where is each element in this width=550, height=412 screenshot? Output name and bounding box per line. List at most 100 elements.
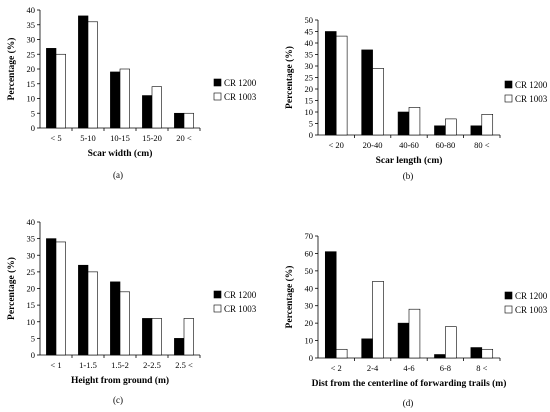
y-tick-label: 70: [305, 231, 314, 241]
panel-label: (c): [113, 395, 123, 405]
x-tick-label: 2-2.5: [143, 360, 161, 370]
y-axis-title: Percentage (%): [284, 266, 295, 329]
x-axis-title: Scar width (cm): [88, 148, 153, 159]
bar-series1: [361, 49, 373, 136]
y-axis-title: Percentage (%): [6, 257, 17, 320]
bar-series1: [142, 95, 153, 129]
x-tick-label: < 2: [331, 363, 342, 373]
x-axis-title: Height from ground (m): [71, 375, 169, 386]
y-tick-label: 45: [305, 27, 314, 37]
x-tick-label: 15-20: [142, 133, 162, 143]
legend-swatch-1: [213, 78, 222, 87]
y-tick-label: 25: [305, 73, 314, 83]
legend-swatch-1: [504, 291, 513, 300]
legend-swatch-2: [504, 305, 513, 314]
y-tick-label: 20: [27, 284, 36, 294]
legend-label-2: CR 1003: [224, 304, 257, 314]
bar-series1: [470, 125, 483, 136]
bar-series2: [55, 53, 66, 129]
x-tick-label: 40-60: [399, 140, 419, 150]
x-tick-label: 4-6: [403, 363, 414, 373]
x-tick-label: 2-4: [367, 363, 379, 373]
bar-series1: [174, 112, 185, 129]
panel-label: (b): [403, 171, 414, 181]
legend-swatch-2: [213, 304, 222, 313]
x-tick-label: 2.5 <: [175, 360, 193, 370]
x-tick-label: 8 <: [476, 363, 487, 373]
bar-series1: [174, 338, 185, 356]
x-tick-label: 20-40: [363, 140, 383, 150]
bar-series1: [78, 15, 89, 129]
bar-series1: [46, 238, 57, 356]
x-tick-label: 60-80: [435, 140, 455, 150]
y-tick-label: 50: [305, 266, 314, 276]
y-tick-label: 35: [27, 20, 36, 30]
bar-series2: [445, 326, 457, 359]
y-tick-label: 30: [27, 35, 36, 45]
legend-swatch-2: [213, 92, 222, 101]
bar-series2: [87, 271, 98, 356]
legend-label-2: CR 1003: [224, 92, 257, 102]
legend-swatch-2: [504, 94, 513, 103]
x-tick-label: 6-8: [440, 363, 451, 373]
y-tick-label: 40: [27, 217, 36, 227]
y-tick-label: 5: [309, 119, 313, 129]
bar-series2: [119, 291, 130, 356]
legend-swatch-1: [213, 290, 222, 299]
legend-label-1: CR 1200: [224, 290, 257, 300]
bar-series2: [183, 318, 194, 356]
bar-series1: [324, 251, 337, 359]
y-tick-label: 10: [305, 336, 314, 346]
x-axis-title: Dist from the centerline of forwarding t…: [312, 378, 507, 389]
y-tick-label: 10: [27, 94, 36, 104]
legend-label-2: CR 1003: [515, 94, 548, 104]
x-tick-label: < 5: [50, 133, 61, 143]
y-tick-label: 10: [305, 107, 314, 117]
bar-series1: [434, 354, 446, 359]
bar-series2: [481, 114, 494, 136]
y-tick-label: 15: [27, 79, 36, 89]
y-tick-label: 5: [31, 108, 35, 118]
bar-series2: [445, 118, 457, 136]
legend-label-2: CR 1003: [515, 305, 548, 315]
x-tick-label: 5-10: [80, 133, 96, 143]
bar-series2: [335, 35, 348, 136]
y-tick-label: 0: [309, 130, 313, 140]
y-tick-label: 20: [27, 64, 36, 74]
y-tick-label: 40: [27, 5, 36, 15]
x-axis-title: Scar length (cm): [376, 155, 443, 166]
legend-swatch-1: [504, 80, 513, 89]
chart-panel-4: 0 10 20 30 40 50 60 70 Percentage (%) < 2 2-4 4-6 6-…: [284, 231, 548, 408]
bar-series2: [408, 107, 421, 136]
bar-series1: [470, 347, 483, 359]
bar-series1: [397, 111, 410, 136]
bar-series2: [55, 241, 66, 356]
y-tick-label: 20: [305, 318, 314, 328]
y-tick-label: 30: [305, 61, 314, 71]
y-tick-label: 20: [305, 84, 314, 94]
y-tick-label: 0: [309, 353, 313, 363]
bar-series2: [372, 68, 384, 136]
bar-series2: [151, 86, 162, 129]
x-tick-label: 20 <: [176, 133, 192, 143]
x-tick-label: 1-1.5: [79, 360, 97, 370]
panel-label: (a): [113, 170, 123, 180]
x-tick-label: 80 <: [474, 140, 490, 150]
y-tick-label: 15: [27, 300, 36, 310]
y-tick-label: 30: [305, 301, 314, 311]
bar-series2: [408, 308, 421, 359]
x-tick-label: 10-15: [110, 133, 130, 143]
bar-series1: [110, 71, 121, 129]
y-tick-label: 30: [27, 250, 36, 260]
y-tick-label: 10: [27, 317, 36, 327]
bar-series1: [397, 322, 410, 359]
y-tick-label: 5: [31, 333, 35, 343]
panel-label: (d): [403, 398, 414, 408]
y-tick-label: 0: [31, 350, 35, 360]
y-tick-label: 25: [27, 49, 36, 59]
y-tick-label: 35: [305, 50, 314, 60]
y-axis-title: Percentage (%): [6, 38, 17, 101]
y-tick-label: 40: [305, 38, 314, 48]
